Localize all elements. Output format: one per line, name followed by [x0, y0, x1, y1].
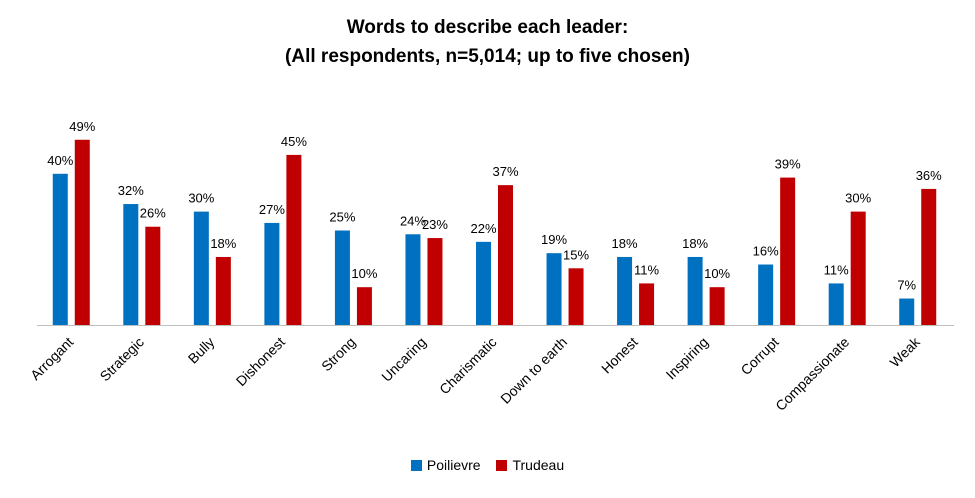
category-label: Compassionate — [772, 334, 852, 414]
data-label-trudeau: 36% — [916, 168, 942, 183]
data-label-poilievre: 30% — [188, 191, 214, 206]
legend-item-poilievre: Poilievre — [410, 457, 481, 473]
data-label-trudeau: 39% — [775, 157, 801, 172]
data-label-poilievre: 24% — [400, 213, 426, 228]
data-label-poilievre: 18% — [682, 236, 708, 251]
bar-chart: 40% 49% Arrogant 32% 26% Strategic 30% 18% Bully… — [27, 119, 954, 414]
data-label-trudeau: 49% — [69, 119, 95, 134]
bar-poilievre — [193, 211, 209, 325]
bar-trudeau — [639, 283, 655, 325]
data-label-trudeau: 15% — [563, 247, 589, 262]
bar-trudeau — [286, 154, 302, 325]
data-label-poilievre: 25% — [329, 210, 355, 225]
category-label: Honest — [598, 334, 641, 377]
bar-poilievre — [334, 230, 350, 325]
data-label-poilievre: 27% — [259, 202, 285, 217]
legend-swatch-trudeau — [496, 459, 508, 471]
category-label: Dishonest — [233, 334, 288, 389]
data-label-trudeau: 11% — [634, 262, 659, 277]
bar-trudeau — [215, 256, 231, 325]
bar-trudeau — [356, 287, 372, 325]
category-label: Strategic — [97, 334, 147, 384]
bar-trudeau — [850, 211, 866, 325]
bar-trudeau — [568, 268, 584, 325]
data-label-poilievre: 22% — [470, 221, 496, 236]
legend-label-poilievre: Poilievre — [426, 457, 481, 473]
bar-poilievre — [617, 256, 633, 325]
chart-subtitle: (All respondents, n=5,014; up to five ch… — [285, 46, 690, 67]
bar-poilievre — [758, 264, 774, 325]
bar-poilievre — [828, 283, 844, 325]
data-label-trudeau: 37% — [492, 164, 518, 179]
category-label: Corrupt — [737, 334, 781, 378]
data-label-trudeau: 23% — [422, 217, 448, 232]
legend: Poilievre Trudeau — [0, 457, 975, 474]
category-label: Inspiring — [663, 334, 712, 383]
data-label-poilievre: 7% — [897, 278, 916, 293]
bar-trudeau — [921, 188, 937, 325]
data-label-poilievre: 32% — [118, 183, 144, 198]
category-label: Uncaring — [378, 334, 429, 385]
bar-poilievre — [405, 234, 421, 325]
bar-trudeau — [709, 287, 725, 325]
chart-title: Words to describe each leader: — [346, 17, 629, 38]
bar-poilievre — [546, 253, 562, 325]
bar-poilievre — [123, 204, 139, 325]
category-label: Weak — [886, 333, 923, 370]
data-label-poilievre: 16% — [753, 244, 779, 259]
category-label: Charismatic — [436, 334, 500, 398]
bar-trudeau — [74, 139, 90, 325]
bar-trudeau — [780, 177, 796, 325]
bar-trudeau — [427, 238, 443, 325]
category-label: Strong — [318, 334, 358, 374]
data-label-trudeau: 30% — [845, 191, 871, 206]
legend-label-trudeau: Trudeau — [512, 457, 565, 473]
legend-item-trudeau: Trudeau — [496, 457, 564, 473]
bar-poilievre — [476, 241, 491, 325]
bar-poilievre — [52, 173, 68, 325]
bar-trudeau — [498, 185, 513, 325]
data-label-poilievre: 11% — [824, 262, 849, 277]
legend-swatch-poilievre — [410, 459, 422, 471]
data-label-poilievre: 19% — [541, 232, 567, 247]
bar-trudeau — [145, 226, 161, 325]
bar-poilievre — [264, 222, 280, 325]
category-label: Down to earth — [497, 334, 570, 407]
data-label-trudeau: 45% — [281, 134, 307, 149]
data-label-poilievre: 18% — [612, 236, 638, 251]
data-label-trudeau: 26% — [140, 206, 166, 221]
data-label-trudeau: 10% — [704, 266, 730, 281]
data-label-trudeau: 18% — [210, 236, 236, 251]
bar-poilievre — [687, 256, 703, 325]
category-label: Arrogant — [27, 334, 76, 383]
category-label: Bully — [185, 334, 218, 367]
data-label-trudeau: 10% — [351, 266, 377, 281]
data-label-poilievre: 40% — [47, 153, 73, 168]
bar-poilievre — [899, 298, 915, 325]
